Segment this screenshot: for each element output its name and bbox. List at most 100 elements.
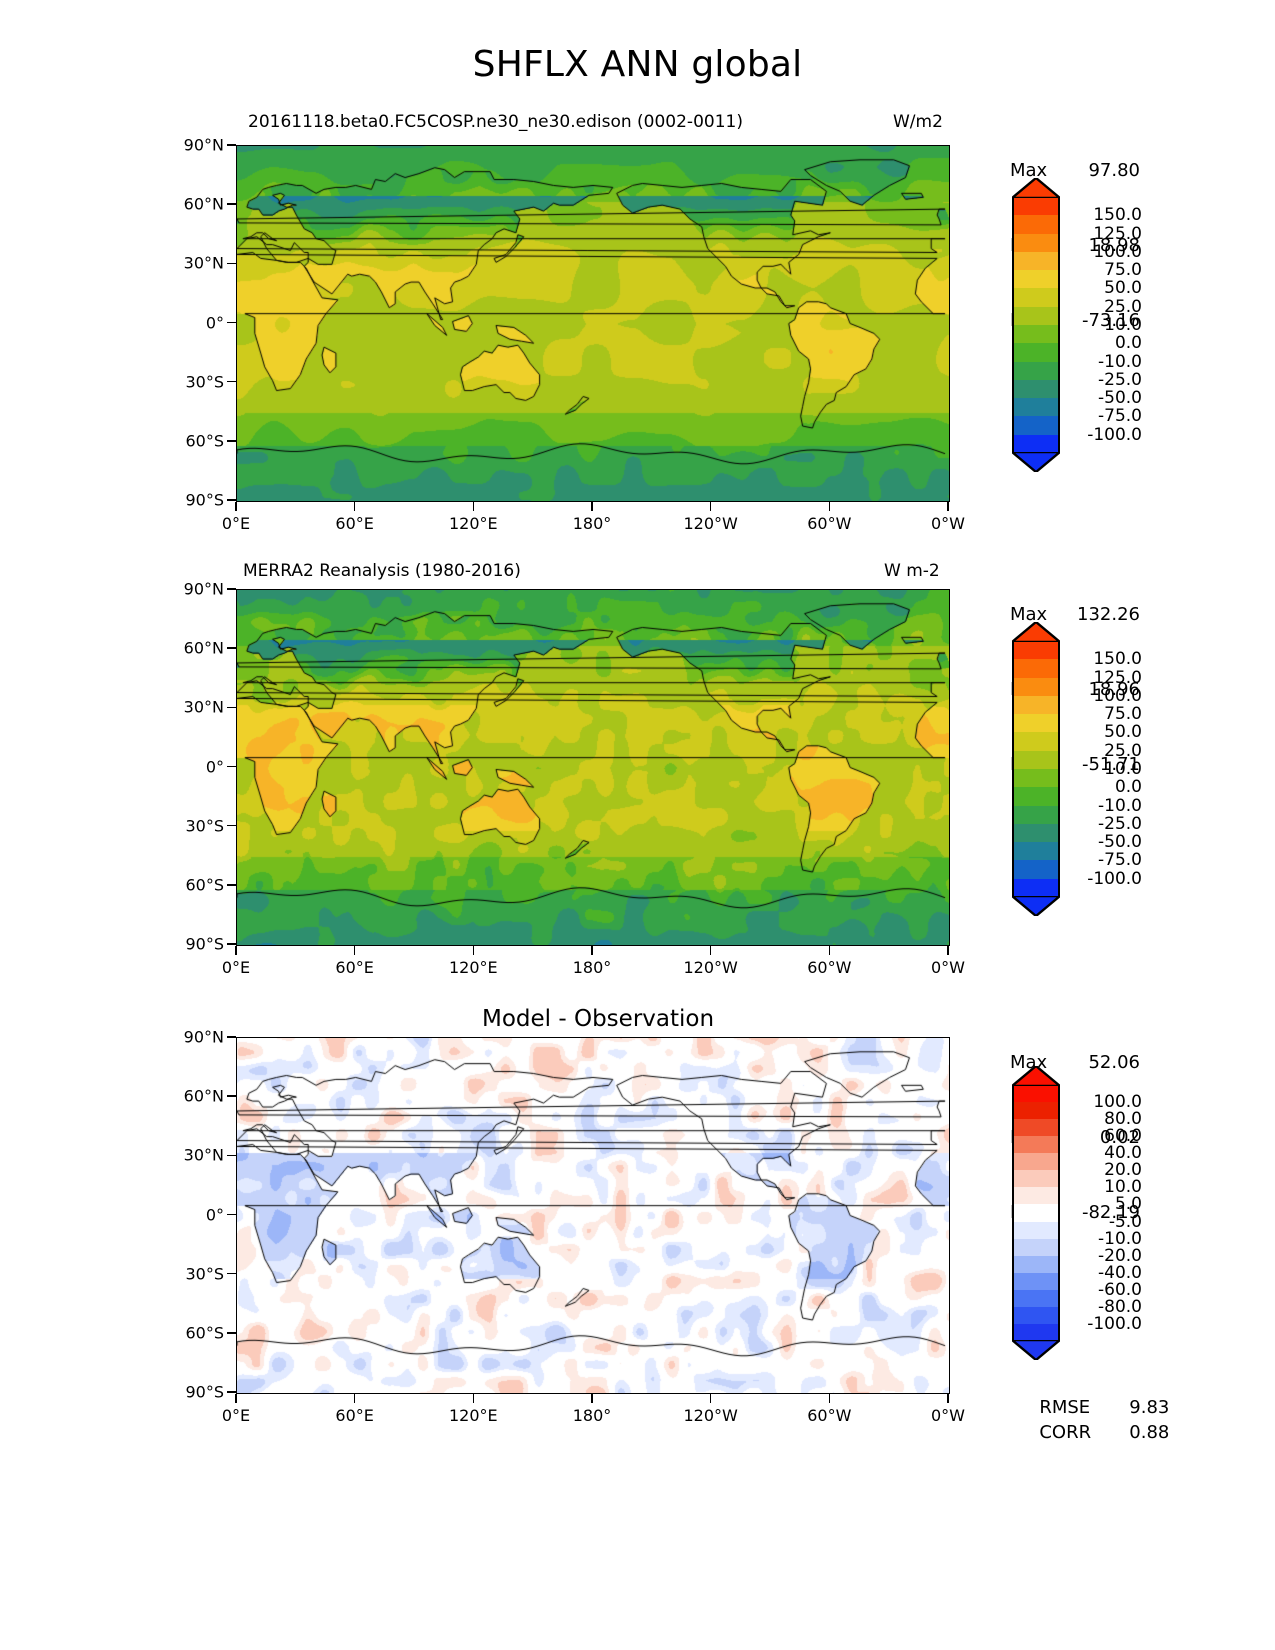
colorbar-tick-label: 100.0	[1093, 241, 1142, 262]
lon-tick-label: 180°	[572, 1406, 612, 1425]
map-observation-canvas	[237, 590, 949, 945]
lat-tick-mark	[227, 1036, 236, 1038]
colorbar-segment	[1014, 215, 1058, 234]
map-model-canvas	[237, 146, 949, 501]
lon-tick-mark	[235, 502, 237, 511]
lat-tick-label: 30°S	[185, 1264, 224, 1284]
colorbar-tick-label: -25.0	[1098, 813, 1142, 834]
lat-tick-mark	[227, 1332, 236, 1334]
colorbar-segment	[1014, 1119, 1058, 1137]
lon-tick-label: 60°E	[335, 1406, 374, 1425]
map-model[interactable]	[236, 145, 950, 502]
lat-tick-label: 90°S	[185, 934, 224, 954]
colorbar-tick-label: 0.0	[1114, 333, 1142, 354]
colorbar-segment	[1014, 805, 1058, 824]
colorbar-tick-label: 100.0	[1093, 1092, 1142, 1113]
colorbar-min-arrow	[1012, 1340, 1060, 1360]
lon-tick-label: 60°W	[807, 958, 852, 977]
lon-tick-label: 0°W	[931, 1406, 965, 1425]
lat-tick-mark	[227, 203, 236, 205]
lat-tick-label: 0°	[205, 1205, 224, 1224]
stat-value: -51.71	[1081, 754, 1140, 775]
lon-tick-mark	[591, 1394, 593, 1403]
colorbar-tick-label: -10.0	[1098, 1228, 1142, 1249]
colorbar-segment	[1014, 434, 1058, 453]
colorbar-max-arrow	[1012, 178, 1060, 198]
lat-tick-label: 90°N	[183, 579, 224, 599]
lat-tick-mark	[227, 1272, 236, 1275]
lat-tick-mark	[227, 943, 236, 945]
lat-tick-label: 60°N	[183, 638, 224, 658]
lat-tick-mark	[227, 824, 236, 827]
lat-tick-mark	[227, 706, 236, 709]
colorbar-segment	[1014, 1306, 1058, 1324]
lon-tick-label: 120°W	[683, 1406, 738, 1425]
lon-tick-label: 60°E	[335, 514, 374, 533]
colorbar-tick-label: 25.0	[1104, 296, 1142, 317]
colorbar-segment	[1014, 659, 1058, 678]
colorbar-segment	[1014, 270, 1058, 289]
colorbar-tick-label: -100.0	[1087, 868, 1142, 889]
lat-tick-label: 60°N	[183, 194, 224, 214]
map-difference[interactable]	[236, 1037, 950, 1394]
lat-tick-label: 30°N	[183, 697, 224, 717]
lon-tick-mark	[472, 1394, 475, 1403]
colorbar-difference-body	[1012, 1085, 1060, 1341]
colorbar-tick-label: -80.0	[1098, 1296, 1142, 1317]
colorbar-segment	[1014, 750, 1058, 769]
colorbar-tick-label: 10.0	[1104, 1177, 1142, 1198]
colorbar-tick-label: -75.0	[1098, 406, 1142, 427]
lon-tick-mark	[828, 1394, 831, 1403]
colorbar-tick-label: -50.0	[1098, 832, 1142, 853]
colorbar-tick-label: 10.0	[1104, 759, 1142, 779]
lon-tick-mark	[709, 1394, 712, 1403]
stat-value: 18.96	[1088, 679, 1140, 700]
colorbar-segment	[1014, 361, 1058, 380]
colorbar-tick-label: -20.0	[1098, 1245, 1142, 1266]
lat-tick-mark	[227, 1154, 236, 1157]
colorbar-segment	[1014, 1136, 1058, 1154]
colorbar-segment	[1014, 1170, 1058, 1188]
colorbar-tick-label: 40.0	[1104, 1143, 1142, 1164]
lon-tick-label: 120°W	[683, 514, 738, 533]
map-observation[interactable]	[236, 589, 950, 946]
colorbar-segment	[1014, 768, 1058, 788]
lat-tick-label: 30°N	[183, 253, 224, 273]
panel-model-title: 20161118.beta0.FC5COSP.ne30_ne30.edison …	[248, 112, 743, 132]
lon-tick-label: 60°W	[807, 514, 852, 533]
colorbar-tick-label: 80.0	[1104, 1109, 1142, 1130]
stat-value: 132.26	[1077, 604, 1140, 625]
stat-value: 18.98	[1088, 235, 1140, 256]
lat-tick-label: 60°S	[185, 1323, 224, 1343]
metrics-difference: RMSE 9.83 CORR 0.88	[1005, 1370, 1169, 1470]
lon-tick-mark	[472, 946, 475, 955]
stat-value: 97.80	[1088, 160, 1140, 181]
lon-tick-mark	[591, 502, 593, 511]
lon-tick-mark	[472, 502, 475, 511]
colorbar-tick-label: 150.0	[1093, 649, 1142, 670]
lat-tick-label: 30°S	[185, 372, 224, 392]
colorbar-segment	[1014, 343, 1058, 362]
panel-model-units: W/m2	[893, 112, 943, 132]
colorbar-tick-label: 150.0	[1093, 205, 1142, 226]
lat-tick-label: 60°S	[185, 431, 224, 451]
colorbar-tick-label: -10.0	[1098, 351, 1142, 372]
colorbar-min-arrow	[1012, 452, 1060, 472]
lon-tick-label: 120°E	[449, 958, 498, 977]
colorbar-tick-label: -40.0	[1098, 1262, 1142, 1283]
lat-tick-mark	[227, 144, 236, 146]
panel-observation-title: MERRA2 Reanalysis (1980-2016)	[243, 561, 521, 581]
lat-tick-label: 60°S	[185, 875, 224, 895]
colorbar-segment	[1014, 379, 1058, 399]
colorbar-tick-label: 125.0	[1093, 223, 1142, 244]
colorbar-tick-label: -100.0	[1087, 424, 1142, 445]
colorbar-tick-label: 75.0	[1104, 704, 1142, 725]
stat-value: -82.19	[1081, 1202, 1140, 1223]
colorbar-segment	[1014, 1102, 1058, 1120]
lon-tick-label: 180°	[572, 514, 612, 533]
lon-tick-label: 120°E	[449, 1406, 498, 1425]
lon-tick-label: 180°	[572, 958, 612, 977]
lat-tick-mark	[227, 1391, 236, 1393]
lat-tick-mark	[227, 321, 236, 324]
lon-tick-mark	[235, 946, 237, 955]
